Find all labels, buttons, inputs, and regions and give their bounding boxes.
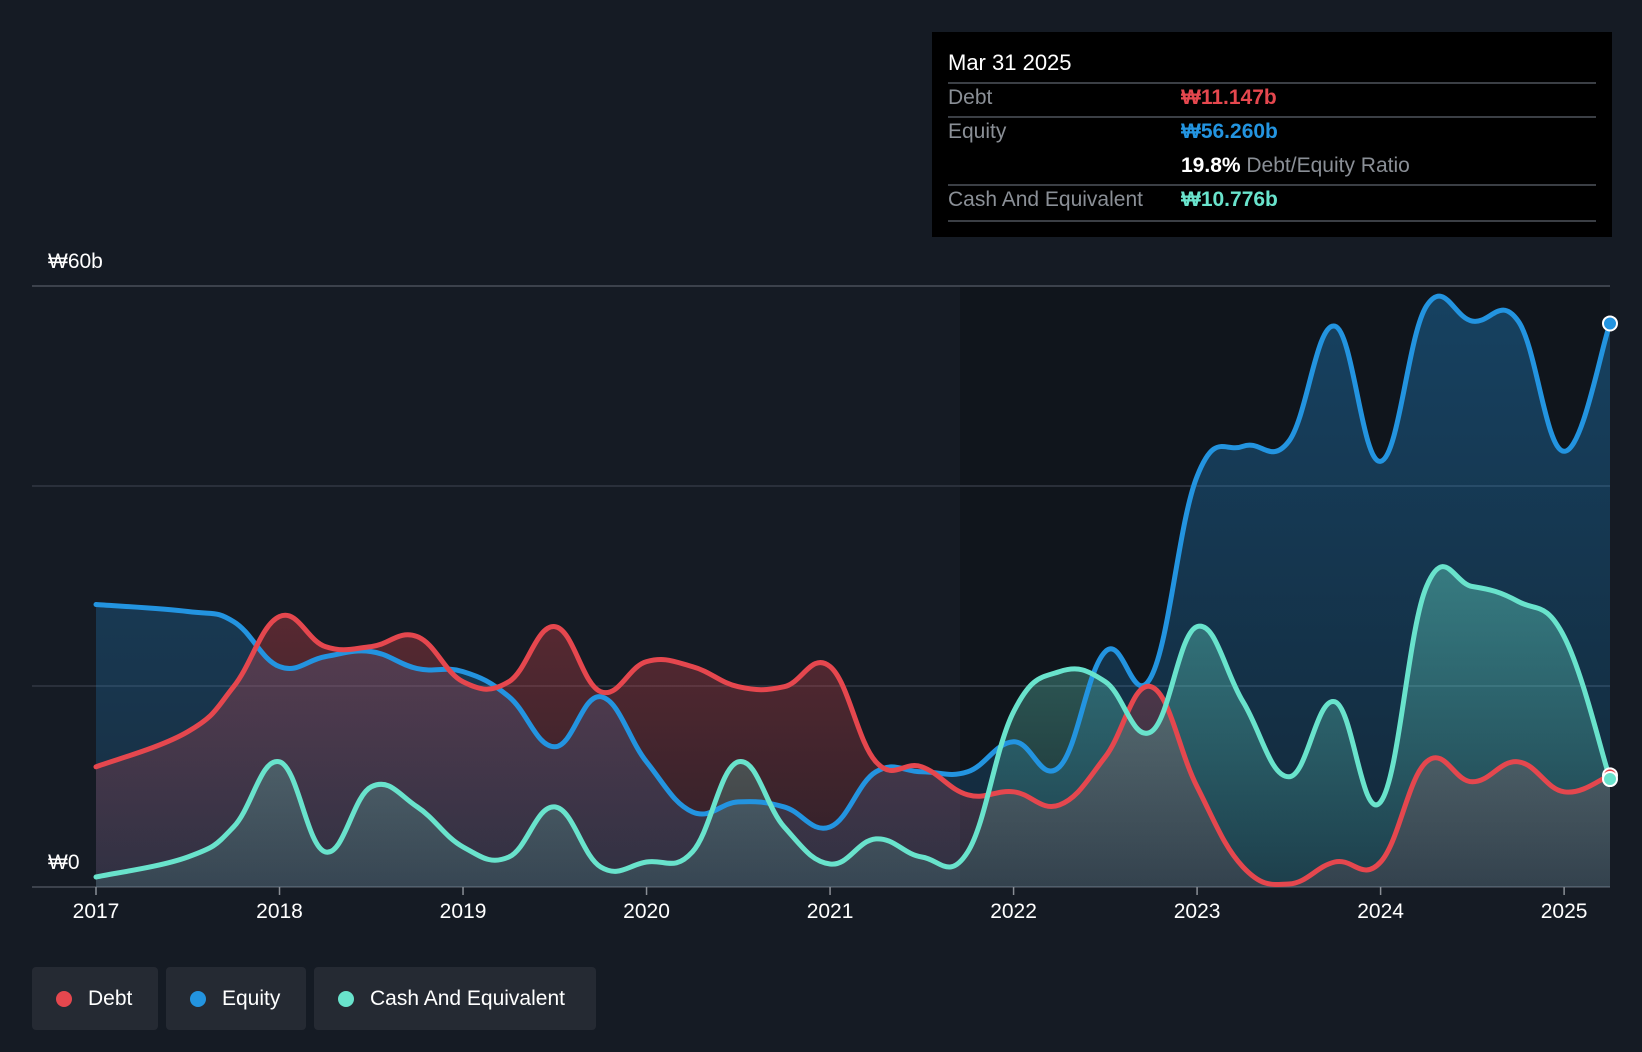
x-tick-label: 2020 bbox=[623, 900, 670, 923]
x-tick-label: 2021 bbox=[806, 900, 854, 923]
x-tick-label: 2017 bbox=[72, 900, 120, 923]
legend-dot-equity bbox=[190, 990, 206, 1007]
tooltip-panel: Mar 31 2025 Debt ₩11.147b Equity ₩56.260… bbox=[932, 32, 1612, 237]
tooltip-divider bbox=[948, 220, 1596, 222]
legend-dot-cash bbox=[338, 990, 354, 1007]
x-tick-label: 2024 bbox=[1357, 900, 1404, 923]
cash-end-marker bbox=[1602, 771, 1618, 788]
tooltip-debt-value: ₩11.147b bbox=[1181, 86, 1277, 109]
tooltip-cash-value: ₩10.776b bbox=[1181, 188, 1278, 211]
tooltip-equity-value: ₩56.260b bbox=[1181, 120, 1278, 143]
x-tick-label: 2023 bbox=[1173, 900, 1221, 923]
legend-label-debt: Debt bbox=[88, 986, 133, 1010]
legend-label-cash: Cash And Equivalent bbox=[370, 986, 565, 1010]
tooltip-ratio-value: 19.8% bbox=[1181, 154, 1241, 177]
tooltip-divider bbox=[948, 184, 1596, 186]
legend-item-cash[interactable]: Cash And Equivalent bbox=[314, 967, 596, 1030]
tooltip-date: Mar 31 2025 bbox=[948, 50, 1072, 75]
tooltip-equity-label: Equity bbox=[948, 120, 1007, 143]
equity-line bbox=[93, 293, 1613, 831]
legend-label-equity: Equity bbox=[222, 986, 281, 1010]
tooltip-divider bbox=[948, 116, 1596, 118]
x-tick-label: 2019 bbox=[439, 900, 487, 923]
tooltip-debt-label: Debt bbox=[948, 86, 993, 109]
x-tick-label: 2018 bbox=[256, 900, 303, 923]
legend-dot-debt bbox=[56, 990, 72, 1007]
debt-line bbox=[93, 612, 1613, 887]
legend-item-equity[interactable]: Equity bbox=[166, 967, 306, 1030]
legend-item-debt[interactable]: Debt bbox=[32, 967, 158, 1030]
cash-area bbox=[96, 566, 1610, 887]
x-tick-label: 2022 bbox=[990, 900, 1037, 923]
tooltip-cash-label: Cash And Equivalent bbox=[948, 188, 1143, 211]
x-tick-label: 2025 bbox=[1540, 900, 1588, 923]
y-axis-label-max: ₩60b bbox=[48, 250, 103, 273]
equity-end-marker bbox=[1602, 315, 1618, 332]
tooltip-ratio-label: Debt/Equity Ratio bbox=[1246, 154, 1410, 177]
cash-line bbox=[93, 564, 1613, 880]
debt-area bbox=[96, 615, 1610, 887]
y-axis-label-zero: ₩0 bbox=[48, 851, 80, 874]
tooltip-ratio: 19.8% Debt/Equity Ratio bbox=[1181, 154, 1410, 178]
tooltip-divider bbox=[948, 82, 1596, 84]
